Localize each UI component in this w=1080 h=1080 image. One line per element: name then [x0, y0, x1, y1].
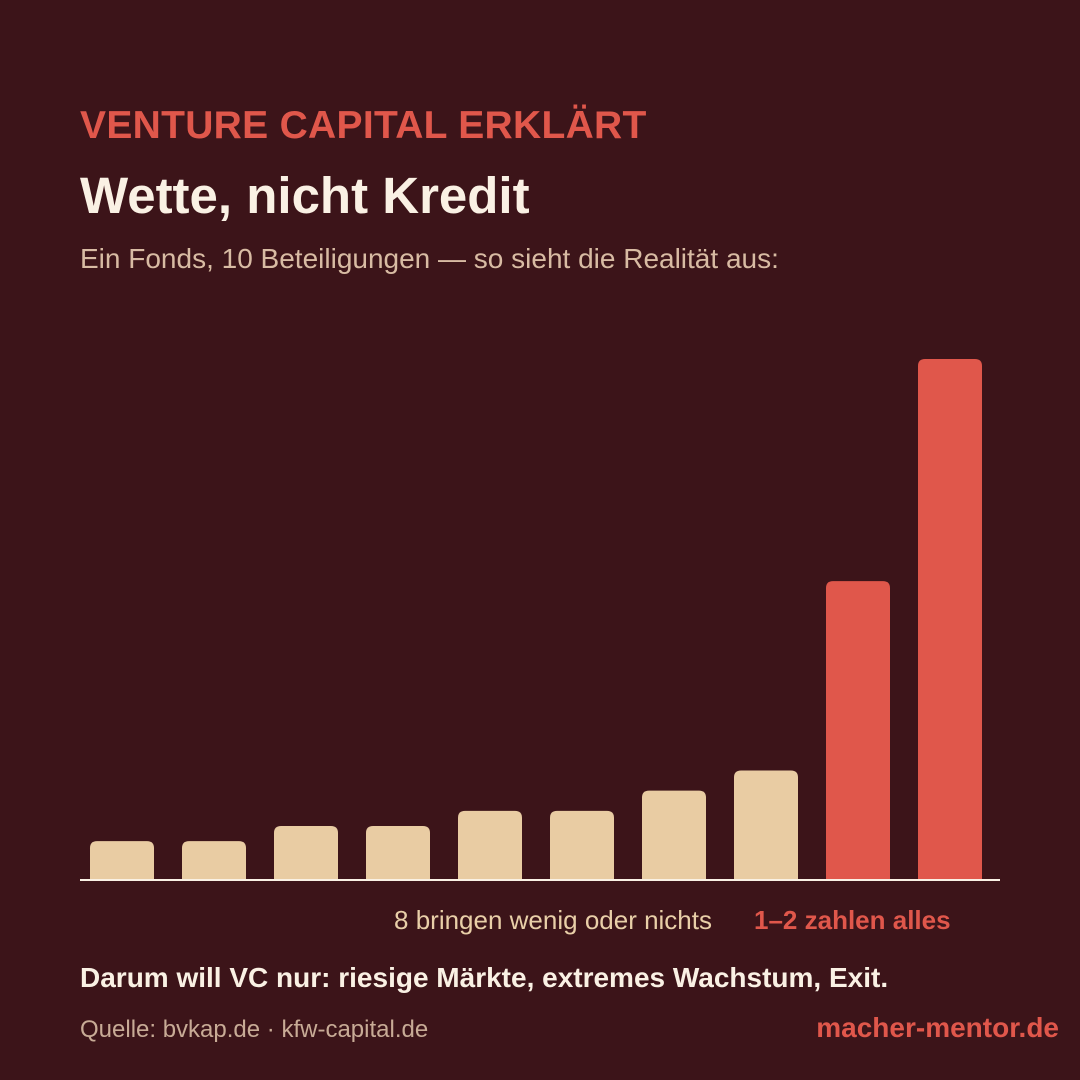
bar-5	[458, 810, 522, 879]
bar-7	[642, 790, 706, 879]
bar-chart	[80, 359, 1000, 881]
bar-4	[366, 825, 430, 879]
low-group-label: 8 bringen wenig oder nichts	[394, 905, 712, 935]
page-title: Wette, nicht Kredit	[80, 167, 530, 224]
conclusion-text: Darum will VC nur: riesige Märkte, extre…	[80, 962, 889, 993]
bar-8	[734, 770, 798, 879]
bar-6	[550, 810, 614, 879]
bar-10	[918, 359, 982, 879]
source-text: Quelle: bvkap.de · kfw-capital.de	[80, 1016, 429, 1043]
high-group-label: 1–2 zahlen alles	[754, 905, 951, 935]
subtitle: Ein Fonds, 10 Beteiligungen — so sieht d…	[80, 243, 779, 274]
kicker: VENTURE CAPITAL ERKLÄRT	[80, 104, 647, 147]
bar-3	[274, 825, 338, 879]
bar-1	[90, 841, 154, 879]
brand-link[interactable]: macher-mentor.de	[816, 1012, 1059, 1043]
bar-9	[826, 581, 890, 879]
bar-2	[182, 841, 246, 879]
